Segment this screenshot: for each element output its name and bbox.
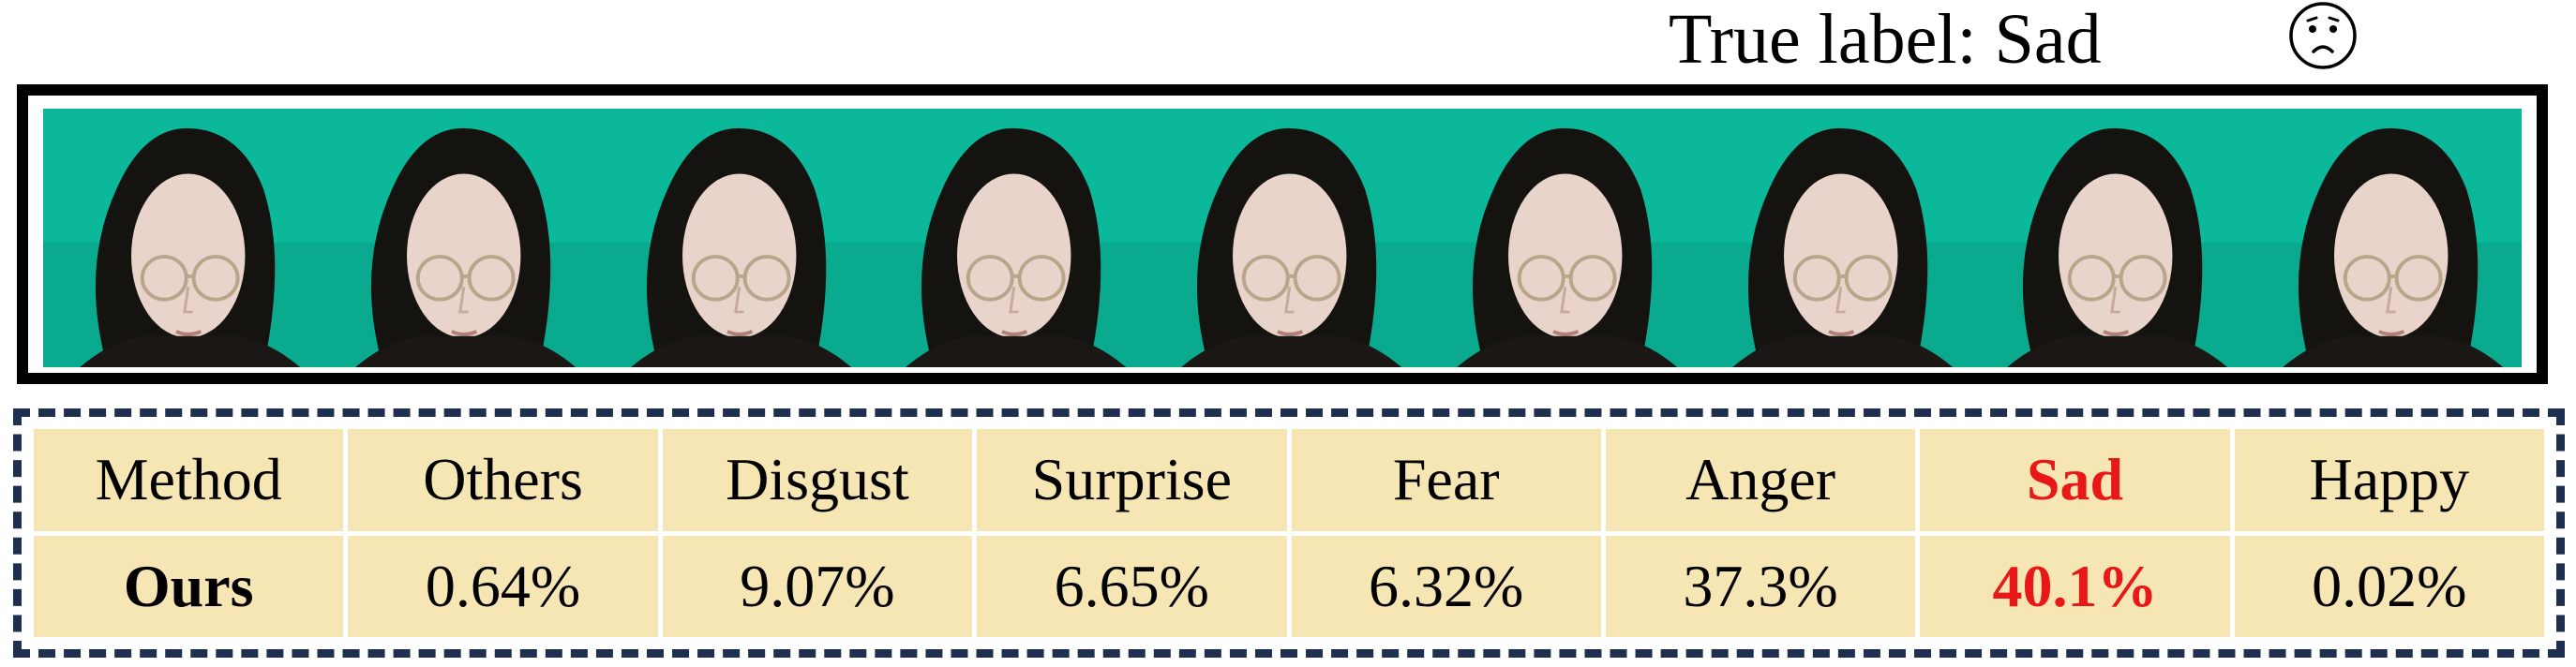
table-header-row: Method Others Disgust Surprise Fear Anger Sad H…: [34, 429, 2544, 531]
value-cell-anger: 37.3%: [1605, 535, 1916, 637]
column-header-sad: Sad: [1920, 429, 2230, 531]
video-frame: [869, 109, 1146, 367]
video-frame: [1145, 109, 1420, 367]
sad-face-icon: [2287, 0, 2359, 71]
value-cell-fear: 6.32%: [1291, 535, 1601, 637]
video-frame: [1419, 109, 1696, 367]
column-header-anger: Anger: [1605, 429, 1916, 531]
column-header-others: Others: [348, 429, 658, 531]
column-header-disgust: Disgust: [662, 429, 973, 531]
value-cell-surprise: 6.65%: [977, 535, 1287, 637]
true-label-header: True label: Sad: [1669, 0, 2102, 79]
video-frame: [318, 109, 594, 367]
method-name-cell: Ours: [34, 535, 344, 637]
column-header-surprise: Surprise: [977, 429, 1287, 531]
table-row: Ours 0.64% 9.07% 6.65% 6.32% 37.3% 40.1% 0.02%: [34, 535, 2544, 637]
column-header-method: Method: [34, 429, 344, 531]
results-table: Method Others Disgust Surprise Fear Anger Sad H…: [29, 424, 2549, 642]
video-frame: [593, 109, 870, 367]
video-frame: [2246, 109, 2523, 367]
value-cell-disgust: 9.07%: [662, 535, 973, 637]
true-label-text: True label: Sad: [1669, 0, 2102, 79]
value-cell-happy: 0.02%: [2234, 535, 2544, 637]
video-frame: [1695, 109, 1971, 367]
results-table-container: Method Others Disgust Surprise Fear Anger Sad H…: [13, 408, 2565, 658]
value-cell-others: 0.64%: [348, 535, 658, 637]
video-frame-strip: [17, 84, 2548, 384]
video-frame: [43, 109, 319, 367]
frame-sequence: [43, 109, 2523, 367]
value-cell-sad: 40.1%: [1920, 535, 2230, 637]
column-header-happy: Happy: [2234, 429, 2544, 531]
column-header-fear: Fear: [1291, 429, 1601, 531]
video-frame: [1970, 109, 2247, 367]
